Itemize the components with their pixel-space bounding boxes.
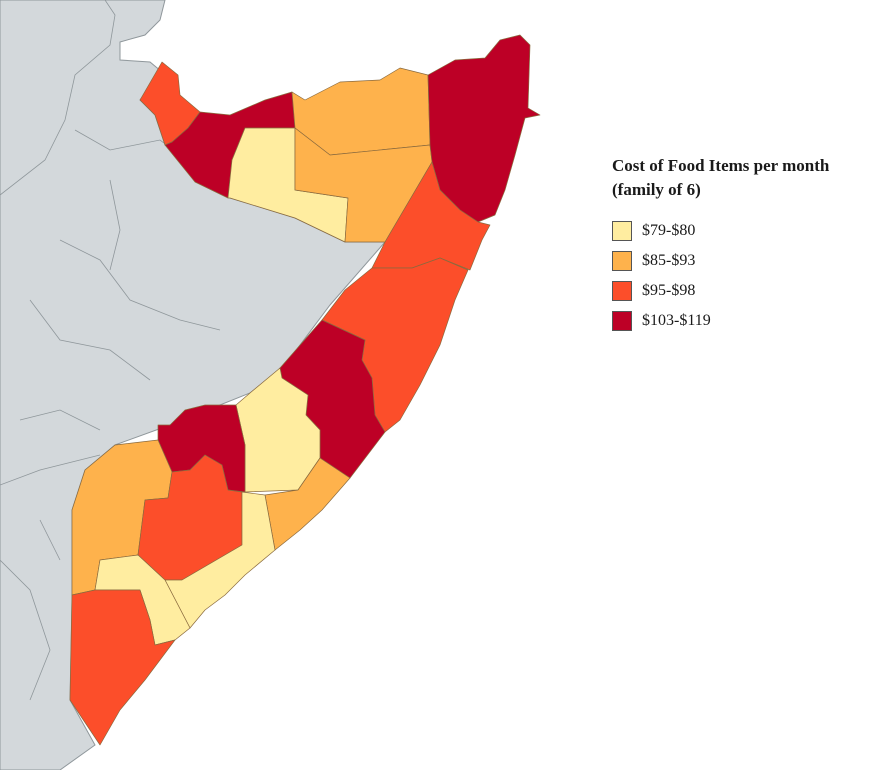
legend-swatch	[612, 281, 632, 301]
legend-item-103-119: $103-$119	[612, 306, 867, 336]
legend-swatch	[612, 251, 632, 271]
region-lower-juba[interactable]	[69, 589, 176, 746]
legend-title: Cost of Food Items per month (family of …	[612, 154, 867, 202]
region-middle-shabelle[interactable]	[264, 457, 351, 551]
legend-label: $103-$119	[642, 312, 711, 329]
legend-swatch	[612, 221, 632, 241]
legend-item-79-80: $79-$80	[612, 216, 867, 246]
region-bari[interactable]	[427, 34, 541, 223]
legend-item-85-93: $85-$93	[612, 246, 867, 276]
legend-label: $95-$98	[642, 282, 696, 299]
legend-title-line2: (family of 6)	[612, 180, 701, 199]
legend-label: $85-$93	[642, 252, 696, 269]
ethiopia-internal-border	[19, 129, 221, 431]
region-nugaal[interactable]	[371, 161, 491, 271]
region-banadir-lower-shabelle-north[interactable]	[164, 491, 276, 629]
legend-swatch	[612, 311, 632, 331]
legend-label: $79-$80	[642, 222, 696, 239]
ethiopia-kenya-border	[0, 454, 101, 486]
legend: Cost of Food Items per month (family of …	[612, 154, 867, 336]
legend-item-95-98: $95-$98	[612, 276, 867, 306]
somalia-regions	[69, 34, 541, 746]
legend-title-line1: Cost of Food Items per month	[612, 156, 830, 175]
kenya-internal-border	[0, 519, 61, 701]
ethiopia-djibouti-border	[0, 0, 116, 196]
